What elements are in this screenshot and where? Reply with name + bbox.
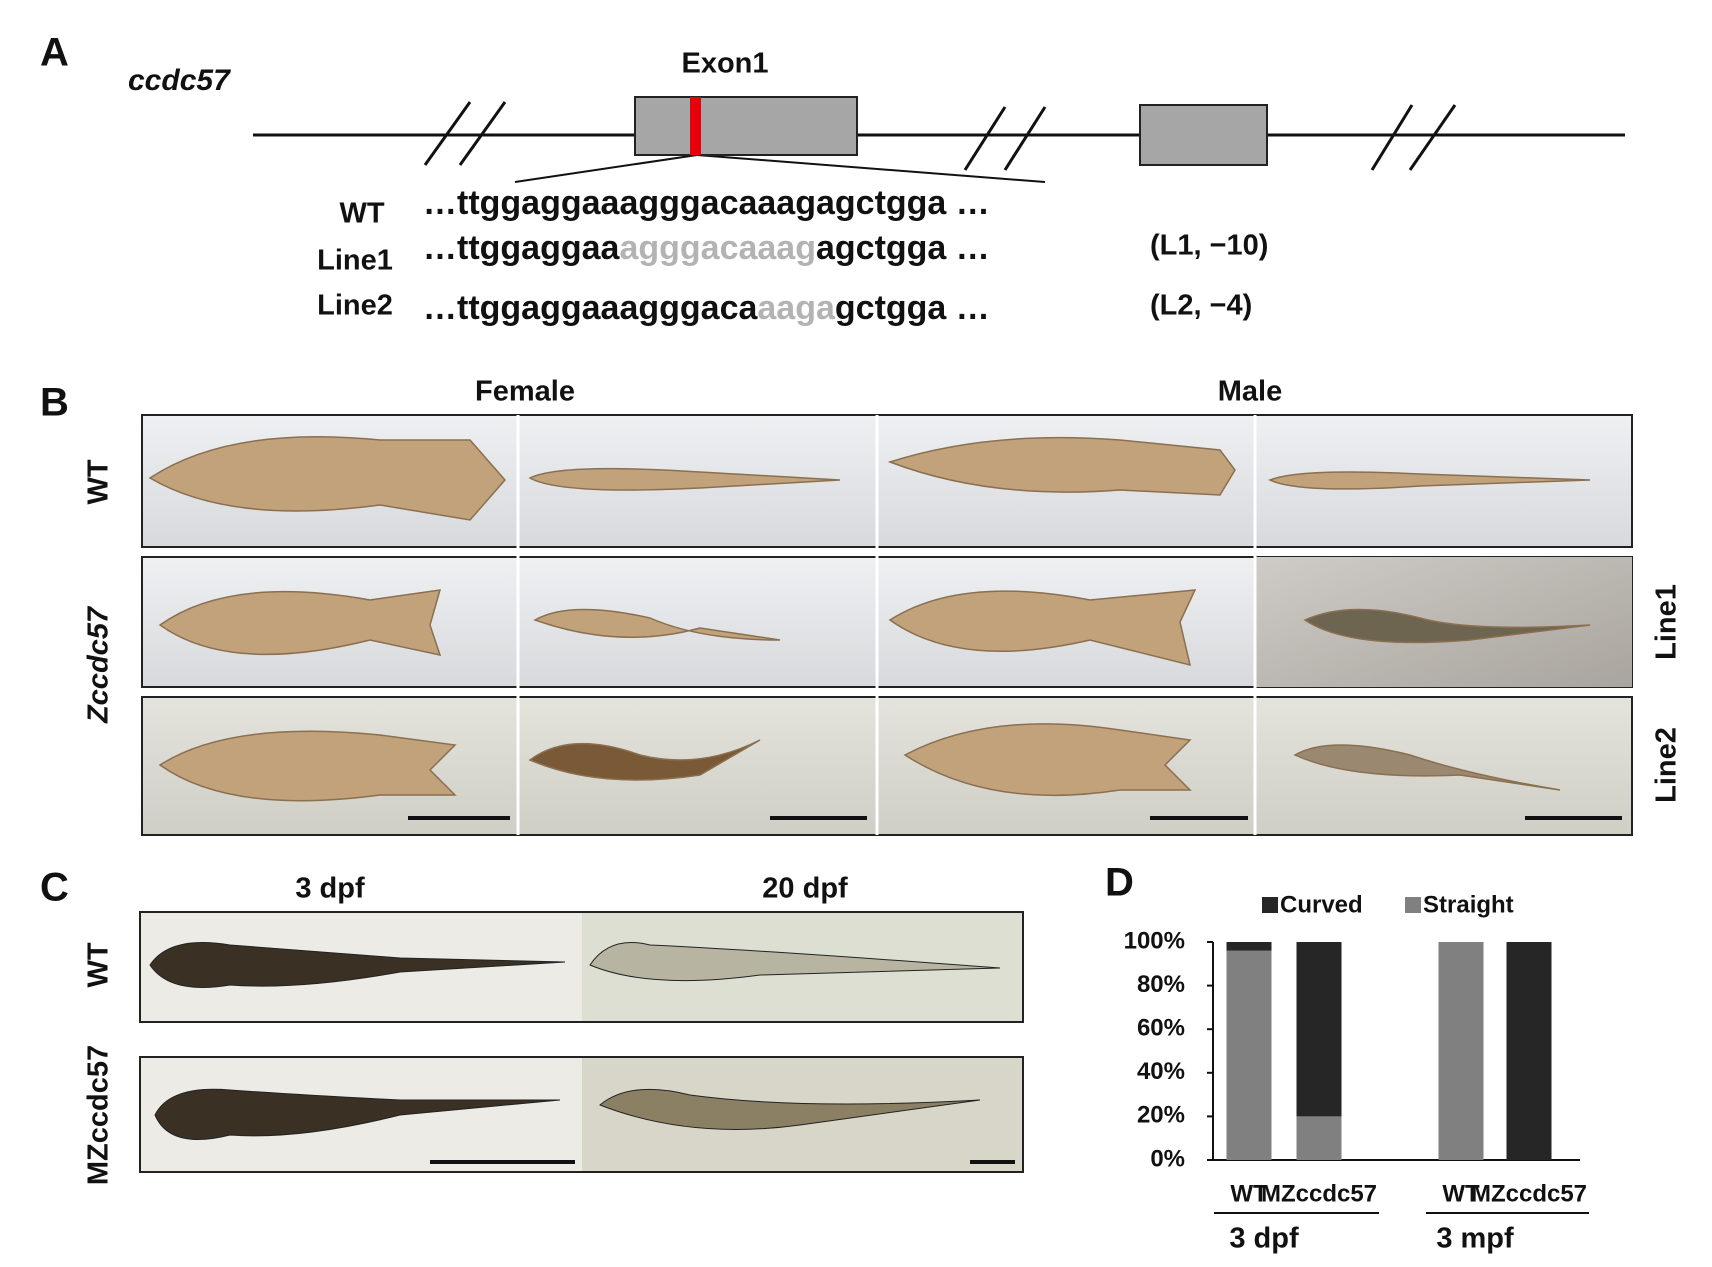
y-tick-label: 100% bbox=[1124, 927, 1185, 954]
line-label: Line2 bbox=[1651, 727, 1683, 803]
row-label: Line2 bbox=[317, 290, 393, 322]
legend-swatch bbox=[1262, 897, 1278, 913]
sequence: …ttggaggaaagggacaaagagctgga … bbox=[423, 289, 990, 327]
photo-grid bbox=[141, 414, 1633, 836]
row-label: WT bbox=[83, 459, 115, 504]
column-header: 3 dpf bbox=[295, 873, 365, 905]
row-label: WT bbox=[83, 942, 115, 987]
row-label: MZccdc57 bbox=[83, 1045, 115, 1185]
bar-segment bbox=[1296, 1116, 1342, 1160]
bar-segment bbox=[1226, 942, 1272, 951]
chart: 0%20%40%60%80%100%Curved StraightWTMZccdc… bbox=[1124, 891, 1589, 1255]
legend-label: Curved bbox=[1280, 891, 1363, 918]
legend-swatch bbox=[1405, 897, 1421, 913]
y-tick-label: 80% bbox=[1137, 971, 1185, 998]
row-label: WT bbox=[339, 198, 384, 230]
legend-label: Straight bbox=[1423, 891, 1514, 918]
sequence: …ttggaggaaagggacaaagagctgga … bbox=[423, 229, 990, 267]
line-label: Line1 bbox=[1651, 584, 1683, 660]
exon-box bbox=[634, 96, 858, 156]
group-label: 3 dpf bbox=[1229, 1223, 1299, 1255]
column-header: Female bbox=[475, 376, 575, 408]
x-tick-label: WT bbox=[1442, 1180, 1480, 1207]
panel-label: B bbox=[40, 381, 69, 425]
mutation-note: (L2, −4) bbox=[1150, 290, 1252, 322]
column-header: 20 dpf bbox=[762, 873, 848, 905]
gene-name: ccdc57 bbox=[128, 64, 231, 97]
exon-label: Exon1 bbox=[681, 48, 768, 80]
target-site bbox=[690, 97, 701, 155]
photo-grid bbox=[139, 911, 1024, 1173]
row-label: Zccdc57 bbox=[83, 605, 115, 724]
bar-segment bbox=[1438, 942, 1484, 1160]
y-tick-label: 60% bbox=[1137, 1015, 1185, 1042]
column-header: Male bbox=[1218, 376, 1282, 408]
exon-box bbox=[1139, 104, 1268, 166]
x-tick-label: WT bbox=[1230, 1180, 1268, 1207]
x-tick-label: MZccdc57 bbox=[1261, 1180, 1377, 1207]
bar-segment bbox=[1226, 950, 1272, 1160]
mutation-note: (L1, −10) bbox=[1150, 230, 1268, 262]
group-label: 3 mpf bbox=[1436, 1223, 1514, 1255]
x-tick-label: MZccdc57 bbox=[1471, 1180, 1587, 1207]
y-tick-label: 20% bbox=[1137, 1102, 1185, 1129]
y-tick-label: 40% bbox=[1137, 1058, 1185, 1085]
panel-label: C bbox=[40, 866, 69, 910]
bar-segment bbox=[1296, 942, 1342, 1117]
panel-label: A bbox=[40, 31, 69, 75]
row-label: Line1 bbox=[317, 245, 393, 277]
y-tick-label: 0% bbox=[1150, 1145, 1185, 1172]
panel-label: D bbox=[1105, 861, 1134, 905]
sequence: …ttggaggaaagggacaaagagctgga … bbox=[423, 184, 990, 222]
gene-diagram bbox=[253, 101, 1625, 183]
bar-segment bbox=[1506, 942, 1552, 1160]
